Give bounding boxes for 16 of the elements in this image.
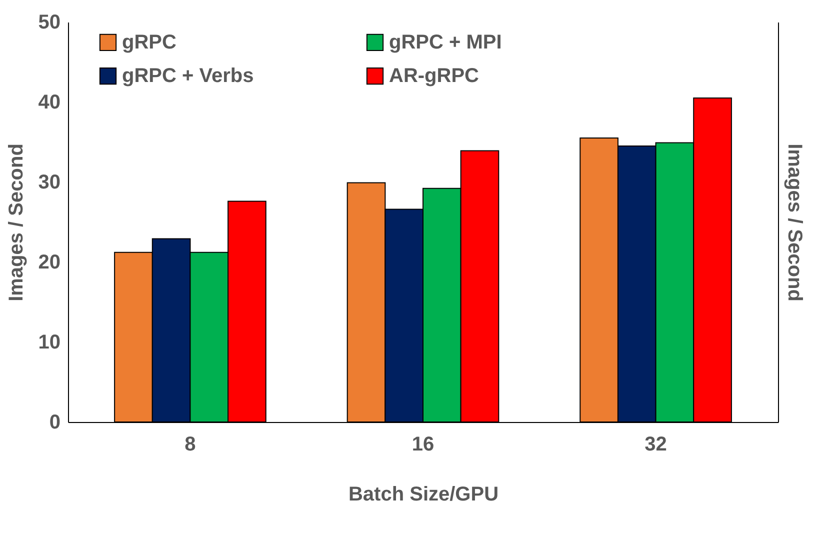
legend-label: gRPC + MPI xyxy=(389,31,502,54)
x-tick-label: 16 xyxy=(412,434,434,456)
y-tick-label: 10 xyxy=(38,332,60,354)
y-axis-title: Images / Second xyxy=(5,144,28,302)
y-tick-label: 20 xyxy=(38,252,60,274)
y-tick-label: 50 xyxy=(38,12,60,34)
y2-axis-title: Images / Second xyxy=(784,144,806,302)
legend-label: AR-gRPC xyxy=(389,65,479,87)
y-tick-label: 0 xyxy=(49,412,60,434)
x-tick-label: 8 xyxy=(184,434,196,456)
x-tick-label: 32 xyxy=(644,434,667,456)
legend-label: gRPC + Verbs xyxy=(122,65,254,87)
x-axis-title: Batch Size/GPU xyxy=(348,484,499,506)
y-tick-label: 40 xyxy=(38,92,60,114)
y-tick-label: 30 xyxy=(38,172,60,194)
legend-label: gRPC xyxy=(122,31,176,54)
